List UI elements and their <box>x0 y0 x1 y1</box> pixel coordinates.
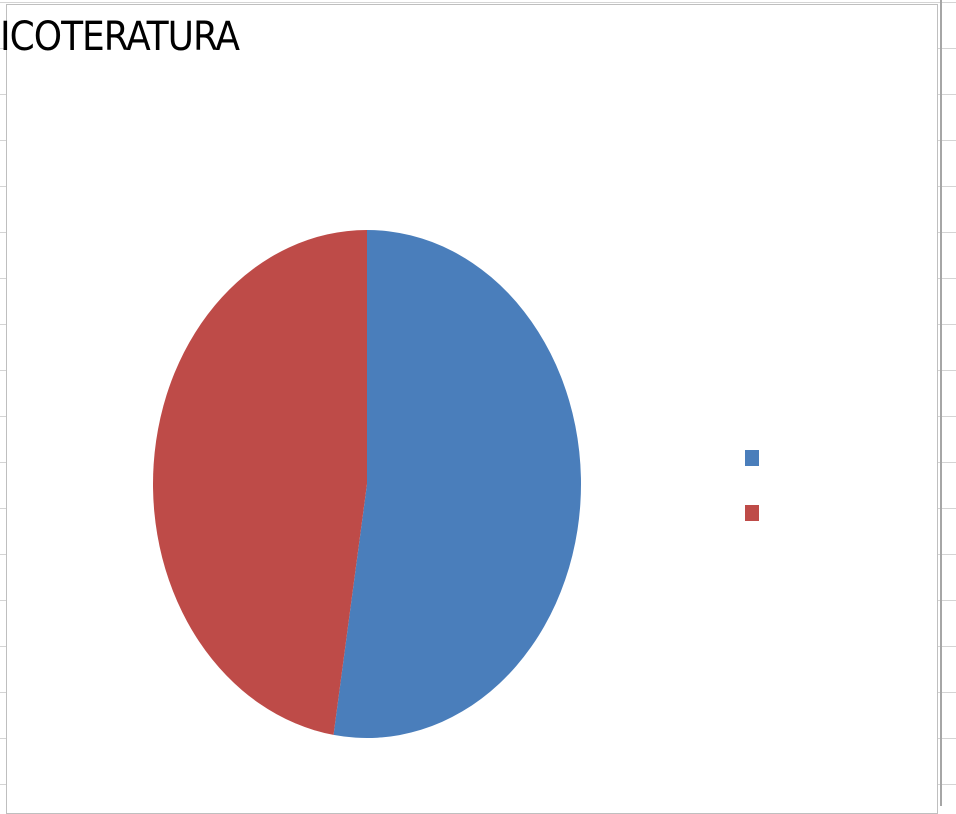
grid-column-line <box>940 0 942 806</box>
legend-swatch <box>745 505 759 521</box>
pie-slice-2[interactable] <box>153 230 367 735</box>
legend-swatch <box>745 450 759 466</box>
grid-row-line <box>0 2 956 3</box>
pie-slice-1[interactable] <box>333 230 581 739</box>
chart-title: ICOTERATURA <box>0 14 240 60</box>
